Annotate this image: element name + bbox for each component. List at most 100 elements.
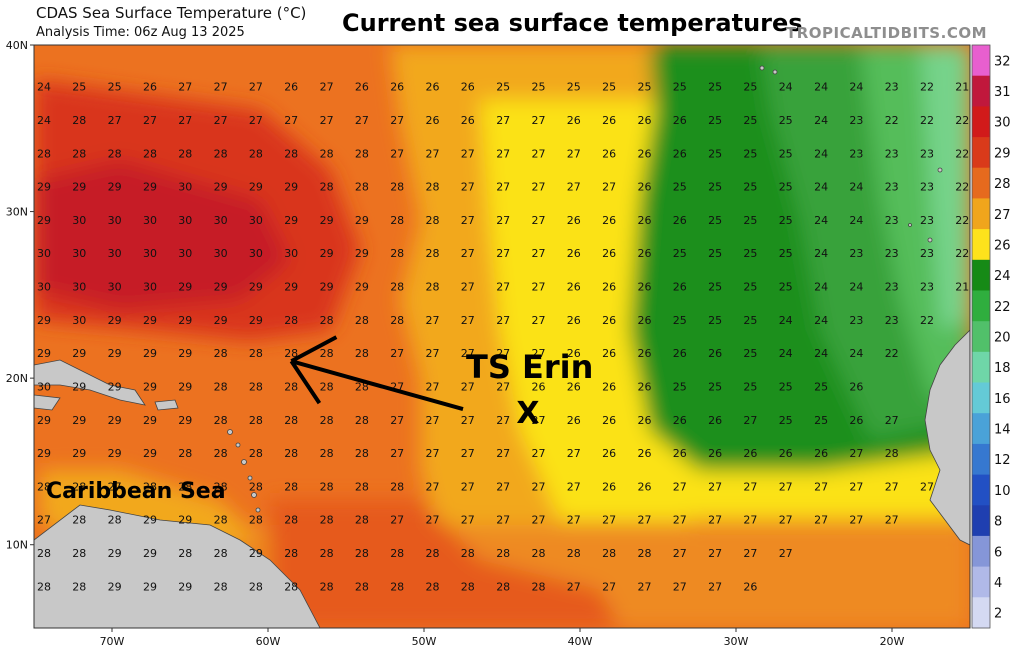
sst-value: 27 [708,580,722,593]
sst-value: 27 [743,414,757,427]
sst-value: 23 [920,147,934,160]
sst-value: 28 [178,447,192,460]
sst-value: 26 [390,81,404,94]
jamaica [34,394,61,411]
sst-value: 29 [178,580,192,593]
sst-value: 27 [920,480,934,493]
sst-value: 29 [178,514,192,527]
sst-value: 26 [567,347,581,360]
sst-value: 29 [178,281,192,294]
sst-value: 26 [602,247,616,260]
sst-value: 28 [214,514,228,527]
lat-label: 10N [6,539,28,552]
sst-value: 27 [426,514,440,527]
sst-value: 29 [143,347,157,360]
sst-value: 29 [108,447,122,460]
sst-value: 29 [284,214,298,227]
colorbar-tick-label: 14 [994,423,1011,438]
colorbar-tick-label: 29 [994,146,1011,161]
sst-value: 28 [426,181,440,194]
sst-value: 23 [885,81,899,94]
sst-value: 30 [143,247,157,260]
sst-value: 28 [320,514,334,527]
sst-value: 27 [673,547,687,560]
sst-value: 24 [814,147,828,160]
sst-value: 25 [602,81,616,94]
sst-value: 25 [779,281,793,294]
sst-value: 28 [355,580,369,593]
sst-value: 30 [178,214,192,227]
sst-value: 28 [249,147,263,160]
sst-value: 30 [37,281,51,294]
sst-value: 24 [849,347,863,360]
sst-value: 29 [143,580,157,593]
sst-value: 28 [108,147,122,160]
sst-value: 27 [638,514,652,527]
sst-value: 27 [37,514,51,527]
sst-value: 28 [284,414,298,427]
sst-value: 27 [461,181,475,194]
sst-value: 25 [743,314,757,327]
colorbar-swatch [972,474,990,506]
sst-value: 26 [602,347,616,360]
sst-value: 24 [849,181,863,194]
sst-value: 28 [320,447,334,460]
sst-value: 25 [743,381,757,394]
arrow-head-upper [290,335,338,363]
sst-value: 28 [72,114,86,127]
sst-value: 28 [284,547,298,560]
sst-value: 23 [849,314,863,327]
sst-value: 28 [214,447,228,460]
sst-value: 25 [743,114,757,127]
sst-value: 30 [249,214,263,227]
sst-value: 29 [284,281,298,294]
sst-value: 26 [638,414,652,427]
sst-value: 29 [108,314,122,327]
sst-value: 29 [143,514,157,527]
sst-value: 27 [178,81,192,94]
sst-value: 25 [708,247,722,260]
sst-value: 23 [885,281,899,294]
sst-value: 28 [602,547,616,560]
sst-value: 24 [814,281,828,294]
sst-value: 28 [390,281,404,294]
sst-value: 22 [920,114,934,127]
sst-value: 27 [426,314,440,327]
sst-value: 27 [178,114,192,127]
sst-value: 29 [143,547,157,560]
sst-value: 28 [532,580,546,593]
sst-value: 27 [779,480,793,493]
sst-value: 26 [602,214,616,227]
sst-value: 27 [249,114,263,127]
colorbar-tick-label: 6 [994,545,1002,560]
sst-value: 28 [567,547,581,560]
product-title: CDAS Sea Surface Temperature (°C) [36,4,307,22]
sst-value: 29 [37,181,51,194]
sst-value: 27 [849,480,863,493]
sst-value: 25 [673,181,687,194]
sst-value: 27 [108,480,122,493]
sst-value: 26 [602,114,616,127]
sst-value: 25 [743,81,757,94]
sst-value: 28 [178,480,192,493]
sst-value: 24 [814,181,828,194]
sst-value: 27 [779,514,793,527]
sst-value: 27 [284,114,298,127]
sst-value: 29 [249,181,263,194]
sst-value: 27 [496,381,510,394]
sst-value: 28 [214,147,228,160]
sst-value: 27 [320,81,334,94]
sst-value: 30 [72,247,86,260]
sst-value: 29 [37,214,51,227]
sst-value: 29 [143,414,157,427]
sst-value: 27 [496,314,510,327]
sst-value: 24 [814,81,828,94]
sst-value: 25 [779,381,793,394]
sst-value: 24 [814,247,828,260]
sst-value: 24 [37,114,51,127]
colorbar-tick-label: 31 [994,85,1011,100]
axis-labels: 40N 30N 20N 10N 70W 60W 50W 40W 30W 20W [6,39,905,648]
sst-value: 27 [143,114,157,127]
sst-value: 27 [602,580,616,593]
sst-value: 28 [284,147,298,160]
